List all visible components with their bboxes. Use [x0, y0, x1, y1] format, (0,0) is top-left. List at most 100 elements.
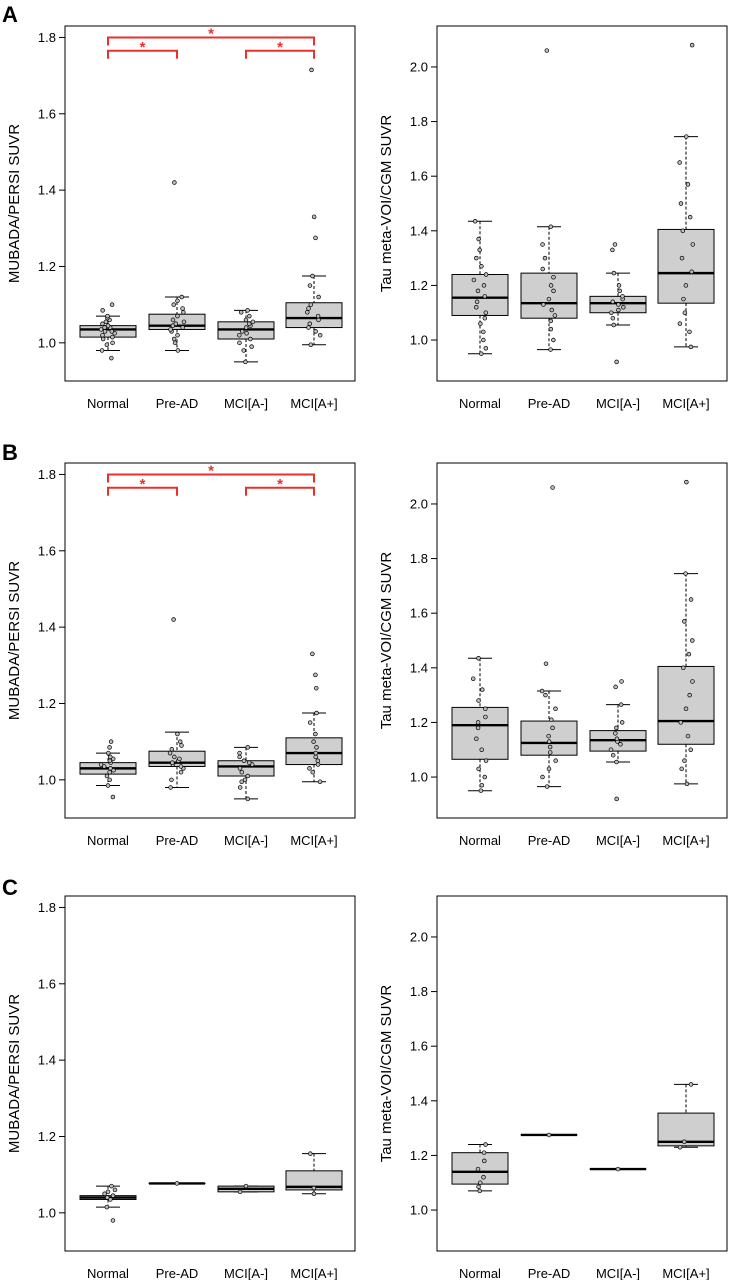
y-tick-label: 1.6 — [38, 976, 56, 991]
y-tick-label: 1.6 — [410, 606, 428, 621]
x-tick-label: MCI[A+] — [290, 396, 337, 411]
data-point — [103, 319, 109, 325]
data-point — [476, 1184, 481, 1190]
x-tick-label: MCI[A+] — [662, 1266, 709, 1280]
data-point — [476, 236, 481, 242]
data-point — [110, 334, 115, 340]
x-tick-label: Normal — [459, 833, 501, 848]
y-tick-label: 1.8 — [410, 984, 428, 999]
data-point — [110, 794, 116, 800]
data-point — [105, 783, 111, 788]
data-point — [483, 272, 489, 277]
data-point — [546, 1132, 552, 1138]
significance-bracket: * — [245, 476, 315, 496]
data-point — [679, 766, 684, 772]
data-point — [314, 745, 319, 750]
data-point — [542, 255, 548, 261]
data-point — [474, 299, 480, 305]
y-tick-label: 1.4 — [410, 660, 428, 675]
data-point — [241, 758, 247, 763]
significance-star: * — [140, 476, 146, 493]
data-point — [102, 325, 107, 330]
y-tick-label: 1.2 — [38, 259, 56, 274]
data-point — [540, 774, 545, 780]
data-point — [180, 325, 185, 330]
data-point — [689, 269, 694, 275]
data-point — [171, 302, 177, 307]
plot-frame — [64, 25, 356, 382]
data-point — [548, 283, 554, 288]
data-point — [685, 182, 691, 187]
data-point — [677, 160, 682, 165]
data-point — [245, 796, 251, 802]
data-point — [104, 342, 110, 347]
data-point — [247, 760, 252, 765]
data-point — [105, 323, 111, 328]
data-point — [107, 769, 112, 775]
data-point — [610, 315, 616, 321]
data-point — [237, 1189, 243, 1195]
data-point — [249, 344, 254, 349]
data-point — [109, 1183, 114, 1189]
data-point — [173, 321, 179, 326]
data-point — [681, 665, 686, 671]
data-point — [310, 769, 316, 775]
data-point — [470, 676, 476, 681]
box-normal — [451, 220, 509, 355]
data-point — [241, 348, 246, 353]
data-point — [245, 745, 250, 750]
y-tick-label: 1.0 — [410, 333, 428, 348]
plot-a-right: 1.0 1.2 1.4 1.6 1.8 2.0 Tau meta-VOI/CGM SUVR N… — [378, 25, 728, 411]
data-point — [168, 327, 173, 332]
bracket-line — [107, 486, 178, 496]
data-point — [315, 762, 321, 767]
data-point — [686, 651, 692, 657]
x-tick-label: Pre-AD — [528, 833, 571, 848]
data-point — [474, 736, 479, 742]
data-point — [174, 1181, 180, 1186]
data-point — [172, 754, 177, 760]
y-tick-label: 2.0 — [410, 496, 428, 511]
data-point — [179, 294, 184, 300]
data-point — [311, 1185, 317, 1191]
data-point — [614, 725, 619, 731]
data-point — [102, 1191, 107, 1196]
data-point — [104, 1204, 110, 1210]
x-tick-label: Normal — [87, 833, 129, 848]
y-tick-label: 1.0 — [38, 772, 56, 787]
data-point — [690, 242, 696, 247]
data-point — [548, 347, 553, 352]
data-point — [171, 336, 177, 342]
data-point — [311, 214, 317, 220]
data-point — [107, 754, 113, 760]
data-point — [621, 305, 626, 310]
data-point — [689, 42, 695, 48]
data-point — [614, 359, 619, 365]
data-point — [110, 1193, 116, 1198]
data-point — [546, 766, 552, 772]
data-point — [610, 752, 616, 758]
data-point — [543, 661, 549, 666]
data-point — [314, 685, 319, 691]
data-point — [175, 332, 180, 338]
data-point — [690, 638, 695, 643]
data-point — [475, 725, 481, 731]
data-point — [315, 758, 321, 763]
data-point — [688, 747, 694, 752]
data-point — [317, 332, 323, 338]
y-tick-label: 1.0 — [410, 1203, 428, 1218]
data-point — [245, 773, 250, 779]
data-point — [101, 764, 107, 769]
panel-letter-b: B — [2, 440, 18, 465]
y-axis-label: MUBADA/PERSI SUVR — [6, 124, 23, 283]
data-point — [540, 242, 545, 247]
data-point — [609, 310, 614, 315]
data-point — [553, 758, 558, 763]
data-point — [541, 302, 546, 307]
data-point — [476, 698, 481, 703]
data-point — [100, 332, 105, 338]
data-point — [547, 750, 553, 755]
plot-c-right: 1.0 1.2 1.4 1.6 1.8 2.0 Tau meta-VOI/CGM SUVR N… — [378, 895, 728, 1280]
data-point — [618, 702, 624, 707]
plot-frame — [64, 462, 356, 819]
